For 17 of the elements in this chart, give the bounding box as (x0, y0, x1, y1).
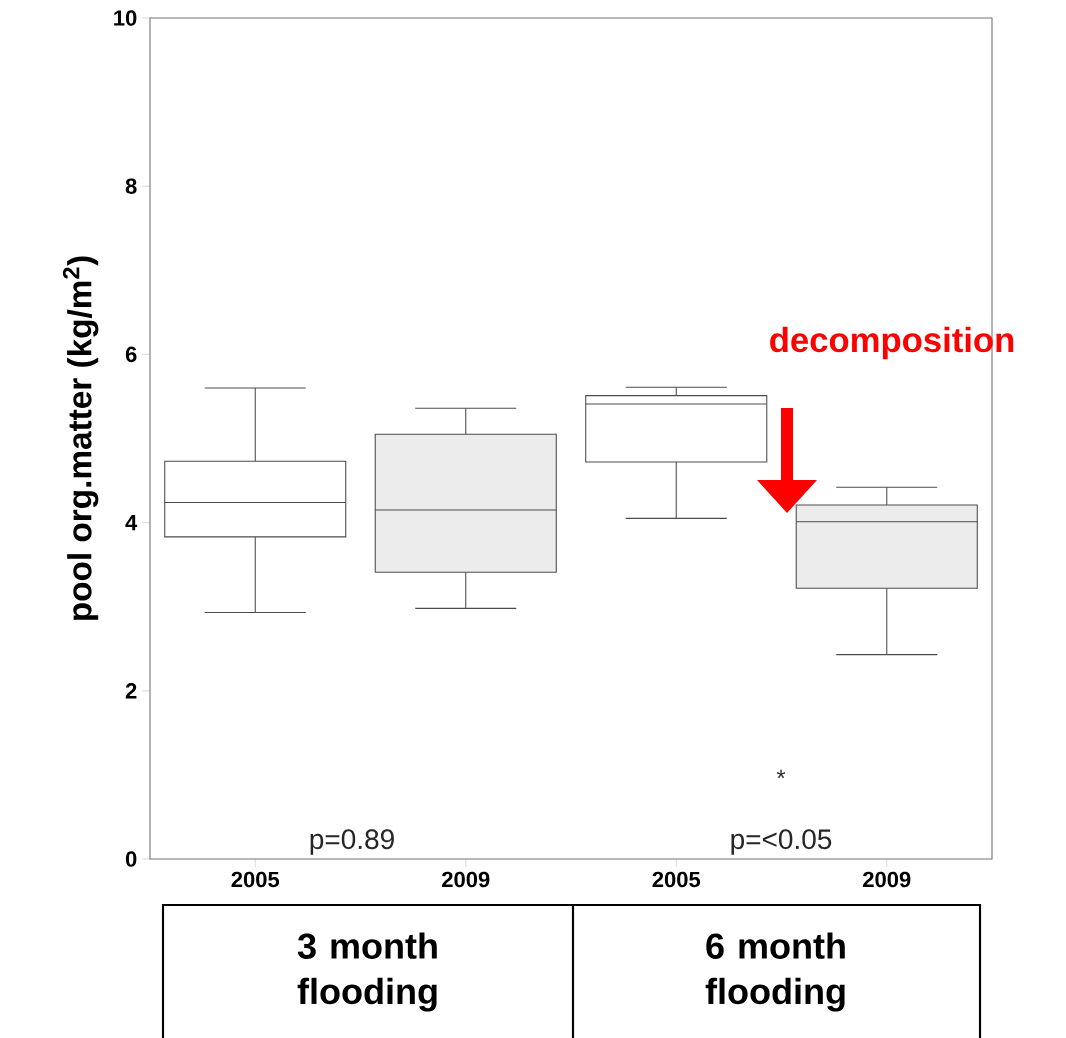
annotation: p=0.89 (310, 829, 394, 855)
x-tick-label: 2005 (652, 871, 701, 888)
y-tick-label: 4 (125, 515, 138, 531)
text: 3 month flooding (297, 932, 437, 1012)
text: 6 month flooding (705, 932, 845, 1012)
y-tick-label: 2 (125, 683, 137, 699)
y-tick-label: 0 (125, 851, 137, 867)
y-tick-label: 8 (125, 178, 137, 194)
y-tick-label: 6 (125, 346, 137, 363)
annotation: * (776, 769, 786, 779)
x-tick-label: 2005 (231, 871, 280, 888)
y-tick-label: 10 (114, 10, 137, 26)
y-axis-title: pool org.matter (kg/m$^{2}$) (62, 256, 99, 620)
annotation: p=<0.05 (731, 829, 832, 855)
x-tick-label: 2009 (442, 871, 490, 888)
x-tick-label: 2009 (863, 871, 911, 888)
annotation: decomposition (770, 326, 1014, 360)
